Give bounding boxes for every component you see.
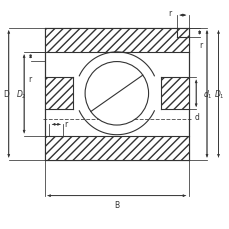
Bar — [160, 78, 188, 110]
Text: d: d — [194, 112, 199, 121]
Text: $D_2$: $D_2$ — [16, 88, 26, 101]
Bar — [45, 29, 188, 160]
Bar — [73, 78, 160, 110]
Text: r: r — [28, 74, 31, 84]
Text: r: r — [167, 9, 171, 18]
Text: D: D — [3, 90, 9, 99]
Circle shape — [85, 62, 148, 125]
Text: $D_1$: $D_1$ — [213, 88, 224, 101]
Bar — [45, 78, 73, 110]
Bar — [45, 29, 188, 53]
Text: r: r — [199, 41, 202, 50]
Text: B: B — [114, 200, 119, 209]
Text: r: r — [64, 119, 67, 128]
Bar — [45, 136, 188, 160]
Text: $d_1$: $d_1$ — [202, 88, 212, 101]
